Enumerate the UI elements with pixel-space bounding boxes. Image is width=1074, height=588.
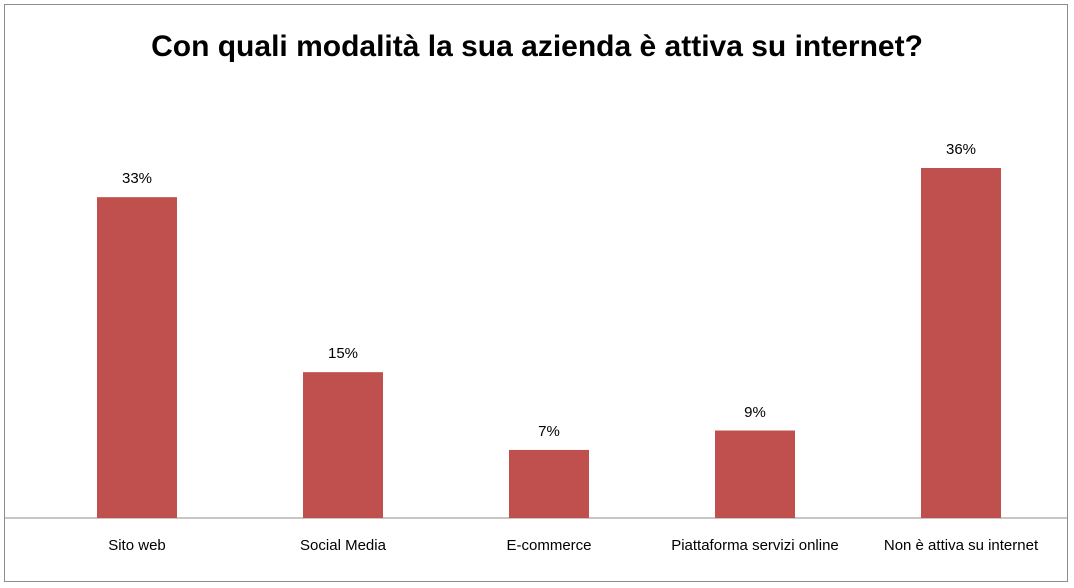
x-tick-label: Social Media <box>300 537 386 554</box>
chart-title: Con quali modalità la sua azienda è atti… <box>151 30 923 63</box>
value-label: 33% <box>121 170 153 188</box>
x-tick-label: Piattaforma servizi online <box>671 537 839 554</box>
bar <box>715 430 795 518</box>
x-tick-label: Sito web <box>108 537 166 554</box>
bar <box>303 372 383 518</box>
x-tick-label: E-commerce <box>506 537 592 554</box>
bar <box>921 168 1001 518</box>
value-label: 36% <box>945 141 977 158</box>
value-label: 15% <box>327 345 359 363</box>
bar <box>509 449 589 518</box>
x-tick-label: Non è attiva su internet <box>883 537 1039 554</box>
value-label: 7% <box>538 422 560 440</box>
bar <box>97 197 177 518</box>
value-label: 9% <box>744 403 766 421</box>
chart-frame <box>4 4 1068 582</box>
